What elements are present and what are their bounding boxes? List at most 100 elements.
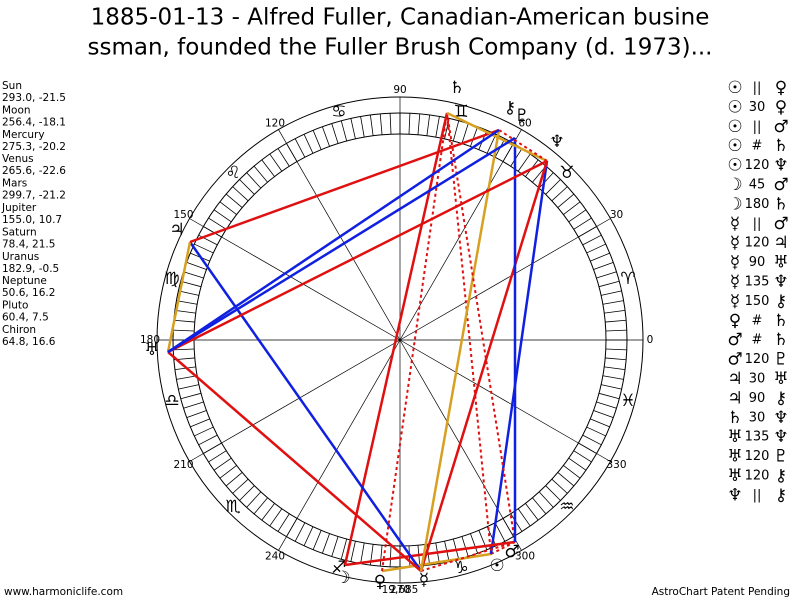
degree-label: 330 <box>606 459 626 471</box>
degree-label: 120 <box>265 117 285 129</box>
ring-tick <box>173 319 195 323</box>
ring-tick <box>239 179 255 195</box>
planet-glyph: ♅ <box>144 340 159 360</box>
aspect-planet: ♄ <box>773 330 788 350</box>
ring-tick <box>198 434 218 446</box>
ring-tick <box>340 538 348 560</box>
ring-tick <box>452 120 460 142</box>
spoke <box>399 218 611 341</box>
ring-tick <box>232 478 249 494</box>
ring-tick <box>246 172 262 189</box>
aspect-planet: ☉ <box>727 136 742 156</box>
ring-tick <box>551 478 568 494</box>
sign-glyph: ♍︎ <box>164 269 179 289</box>
aspect-planet: ♂ <box>773 175 788 195</box>
aspect-planet: ♂ <box>773 117 788 137</box>
aspect-planet: ♃ <box>727 369 742 389</box>
sign-glyph: ♋︎ <box>331 102 346 122</box>
planet-name: Pluto <box>2 300 28 312</box>
aspect-planet: ♃ <box>773 233 788 253</box>
aspect-planet: ☽ <box>727 194 742 214</box>
ring-tick <box>253 165 268 183</box>
ring-tick <box>379 545 383 567</box>
planet-coords: 64.8, 16.6 <box>2 336 56 348</box>
aspect-planet: ♆ <box>727 485 742 505</box>
ring-tick <box>246 491 262 508</box>
planet-glyph: ♄ <box>449 78 464 98</box>
aspect-planet: ♆ <box>773 156 788 176</box>
aspect-type: 135 <box>745 430 770 445</box>
aspect-line <box>381 552 492 573</box>
sign-glyph: ♎︎ <box>164 391 179 411</box>
ring-tick <box>294 138 306 158</box>
ring-tick <box>578 226 597 238</box>
ring-tick <box>208 450 227 463</box>
degree-label: 90 <box>393 84 406 96</box>
aspect-planet: ☉ <box>727 78 742 98</box>
spoke <box>189 218 401 341</box>
title-line: ssman, founded the Fuller Brush Company … <box>88 35 713 61</box>
ring-tick <box>502 518 514 537</box>
degree-label: 210 <box>173 459 193 471</box>
aspect-line <box>490 541 516 555</box>
ring-tick <box>568 457 587 471</box>
aspect-line <box>189 128 500 244</box>
aspect-type: 30 <box>749 410 766 425</box>
ring-tick <box>573 217 592 230</box>
planet-name: Saturn <box>2 226 37 238</box>
ring-tick <box>219 201 237 215</box>
ring-tick <box>604 366 626 371</box>
ring-tick <box>269 153 283 172</box>
planet-name: Sun <box>2 80 22 92</box>
ring-tick <box>350 541 356 562</box>
spoke <box>278 129 401 341</box>
aspect-planet: ♇ <box>773 447 788 467</box>
ring-tick <box>321 126 330 147</box>
ring-tick <box>277 513 290 532</box>
ring-tick <box>578 442 597 454</box>
aspect-line <box>446 112 516 543</box>
aspect-planet: ♄ <box>773 194 788 214</box>
ring-tick <box>194 426 214 437</box>
ring-tick <box>593 261 614 270</box>
ring-tick <box>303 526 314 546</box>
planet-name: Jupiter <box>1 202 37 214</box>
aspect-line <box>419 160 549 572</box>
aspect-line <box>419 129 501 572</box>
sign-glyph: ♑︎ <box>453 558 468 578</box>
ring-tick <box>557 472 575 487</box>
aspect-planet: ♆ <box>773 408 788 428</box>
ring-tick <box>426 114 431 136</box>
ring-tick <box>545 179 561 195</box>
spoke <box>399 339 611 462</box>
ring-tick <box>605 319 627 323</box>
ring-tick <box>183 271 204 279</box>
aspect-planet: ♅ <box>727 427 742 447</box>
ring-tick <box>178 290 199 296</box>
sign-glyph: ♒︎ <box>559 497 574 517</box>
planet-name: Chiron <box>2 324 36 336</box>
ring-tick <box>186 261 207 270</box>
ring-tick <box>178 384 199 390</box>
ring-tick <box>173 329 195 332</box>
aspect-planet: ♅ <box>727 447 742 467</box>
ring-tick <box>286 518 298 537</box>
ring-tick <box>604 309 626 314</box>
ring-tick <box>389 113 392 135</box>
sign-glyph: ♉︎ <box>559 163 574 183</box>
planet-coords: 299.7, -21.2 <box>2 190 66 202</box>
aspect-planet: ♀ <box>775 97 787 117</box>
degree-label: 150 <box>173 209 193 221</box>
aspect-line <box>188 241 423 572</box>
sign-glyph: ♌︎ <box>225 163 240 183</box>
degree-label: 240 <box>265 551 285 563</box>
ring-tick <box>369 114 374 136</box>
ring-tick <box>517 153 531 172</box>
ring-tick <box>510 513 523 532</box>
ring-tick <box>312 130 322 150</box>
ring-tick <box>557 193 575 208</box>
aspect-planet: ♂ <box>727 350 742 370</box>
ring-tick <box>360 116 365 138</box>
ring-tick <box>470 533 479 554</box>
planet-coords: 50.6, 16.2 <box>2 287 55 299</box>
